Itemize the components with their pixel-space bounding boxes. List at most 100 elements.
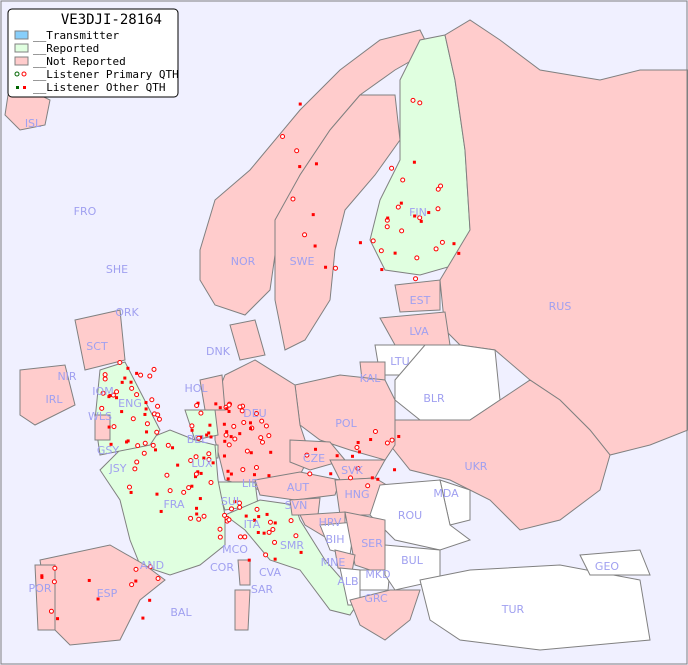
- country-label-she: SHE: [106, 263, 128, 276]
- listener-primary-marker: [253, 410, 259, 416]
- listener-primary-marker: [254, 506, 260, 512]
- listener-other-marker: [273, 557, 277, 561]
- listener-other-marker: [171, 446, 175, 450]
- listener-primary-marker: [270, 526, 276, 532]
- legend-primary-qth: __Listener Primary QTH: [33, 68, 179, 81]
- listener-other-marker: [155, 492, 159, 496]
- country-label-iom: IOM: [92, 385, 113, 398]
- map-title: VE3DJI-28164: [61, 12, 162, 28]
- listener-primary-marker: [332, 265, 338, 271]
- listener-primary-marker: [206, 451, 212, 457]
- listener-other-marker: [248, 421, 252, 425]
- listener-primary-marker: [196, 516, 202, 522]
- country-label-alb: ALB: [337, 575, 358, 588]
- listener-other-marker: [457, 251, 461, 255]
- country-label-smr: SMR: [280, 539, 304, 552]
- listener-other-marker: [412, 160, 416, 164]
- country-label-and: AND: [140, 559, 164, 572]
- legend-transmitter: __Transmitter: [33, 29, 119, 42]
- listener-primary-marker: [129, 385, 135, 391]
- country-label-pol: POL: [335, 417, 357, 430]
- listener-primary-marker: [231, 423, 237, 429]
- listener-primary-marker: [365, 483, 371, 489]
- listener-other-marker: [129, 490, 133, 494]
- listener-other-marker: [211, 461, 215, 465]
- country-label-tur: TUR: [501, 603, 525, 616]
- listener-other-marker: [159, 509, 163, 513]
- listener-primary-marker: [417, 215, 423, 221]
- listener-other-marker: [427, 211, 431, 215]
- listener-primary-marker: [147, 373, 153, 379]
- country-label-kal: KAL: [360, 372, 382, 385]
- listener-primary-marker: [389, 437, 395, 443]
- listener-primary-marker: [186, 485, 192, 491]
- legend: VE3DJI-28164 __Transmitter __Reported __…: [7, 8, 179, 98]
- listener-other-marker: [208, 423, 212, 427]
- listener-other-marker: [397, 434, 401, 438]
- country-label-nir: NIR: [57, 370, 76, 383]
- listener-primary-marker: [294, 148, 300, 154]
- listener-primary-marker: [348, 475, 354, 481]
- legend-primary-icon: [21, 71, 27, 77]
- listener-primary-marker: [253, 464, 259, 470]
- listener-primary-marker: [217, 526, 223, 532]
- country-label-svk: SVK: [341, 464, 364, 477]
- country-label-ita: ITA: [244, 518, 261, 531]
- listener-primary-marker: [272, 539, 278, 545]
- listener-primary-marker: [156, 416, 162, 422]
- listener-other-marker: [253, 518, 257, 522]
- listener-other-marker: [311, 213, 315, 217]
- listener-primary-marker: [155, 412, 161, 418]
- listener-other-marker: [107, 425, 111, 429]
- listener-primary-marker: [389, 165, 395, 171]
- listener-other-marker: [313, 244, 317, 248]
- country-label-isl: ISL: [25, 117, 42, 130]
- legend-other-icon: [23, 86, 26, 89]
- listener-other-marker: [386, 216, 390, 220]
- country-label-est: EST: [410, 294, 431, 307]
- listener-other-marker: [226, 477, 230, 481]
- listener-primary-marker: [111, 424, 117, 430]
- country-label-ork: ORK: [115, 306, 139, 319]
- country-label-blr: BLR: [423, 392, 445, 405]
- listener-primary-marker: [52, 565, 58, 571]
- listener-primary-marker: [226, 402, 232, 408]
- country-label-sar: SAR: [251, 583, 274, 596]
- listener-primary-marker: [259, 418, 265, 424]
- country-aut: [254, 471, 341, 501]
- listener-other-marker: [262, 531, 266, 535]
- listener-primary-marker: [242, 534, 248, 540]
- listener-primary-marker: [196, 435, 202, 441]
- country-label-mco: MCO: [222, 543, 248, 556]
- listener-primary-marker: [51, 579, 57, 585]
- listener-primary-marker: [99, 405, 105, 411]
- listener-other-marker: [87, 578, 91, 582]
- listener-other-marker: [199, 435, 203, 439]
- listener-primary-marker: [134, 459, 140, 465]
- listener-primary-marker: [410, 97, 416, 103]
- listener-primary-marker: [129, 582, 135, 588]
- country-label-hrv: HRV: [319, 516, 342, 529]
- listener-other-marker: [225, 407, 229, 411]
- listener-other-marker: [196, 401, 200, 405]
- listener-other-marker: [125, 440, 129, 444]
- listener-other-marker: [218, 406, 222, 410]
- country-tur: [419, 564, 651, 651]
- country-label-ukr: UKR: [465, 460, 488, 473]
- legend-primary-alt-icon: [14, 71, 20, 77]
- country-label-bih: BIH: [325, 533, 344, 546]
- country-label-esp: ESP: [97, 587, 118, 600]
- country-est: [394, 279, 441, 313]
- country-swe: [274, 94, 401, 351]
- listener-primary-marker: [280, 134, 286, 140]
- listener-primary-marker: [198, 410, 204, 416]
- listener-primary-marker: [135, 443, 141, 449]
- listener-other-marker: [153, 448, 157, 452]
- listener-primary-marker: [181, 489, 187, 495]
- listener-primary-marker: [138, 372, 144, 378]
- listener-other-marker: [324, 265, 328, 269]
- country-sct: [74, 309, 126, 371]
- country-label-por: POR: [29, 582, 52, 595]
- country-label-bal: BAL: [170, 606, 192, 619]
